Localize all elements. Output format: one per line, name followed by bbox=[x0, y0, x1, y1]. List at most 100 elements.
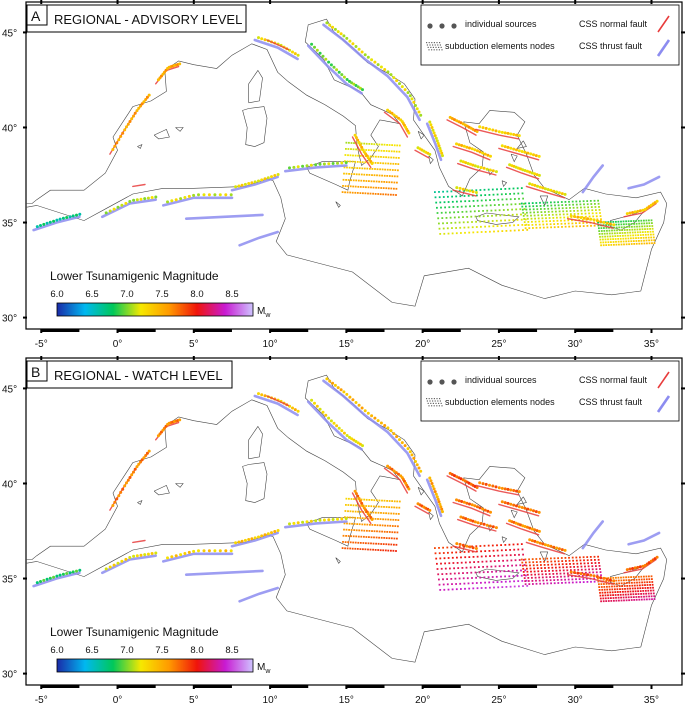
individual-source bbox=[276, 529, 280, 532]
frame-band bbox=[575, 685, 614, 688]
individual-source bbox=[224, 549, 228, 553]
subduction-node bbox=[346, 166, 348, 169]
subduction-node bbox=[535, 558, 538, 560]
subduction-node bbox=[586, 200, 589, 202]
subduction-node bbox=[491, 570, 493, 573]
subduction-node bbox=[456, 206, 459, 208]
subduction-node bbox=[562, 210, 565, 213]
individual-source bbox=[292, 521, 296, 525]
individual-source bbox=[389, 73, 393, 77]
subduction-node bbox=[464, 561, 467, 564]
subduction-node bbox=[593, 555, 596, 558]
individual-source bbox=[68, 571, 72, 575]
subduction-node bbox=[438, 191, 440, 193]
subduction-node bbox=[455, 232, 458, 235]
subduction-node bbox=[351, 166, 353, 169]
subduction-node bbox=[367, 186, 370, 189]
subduction-node bbox=[438, 547, 440, 549]
individual-source bbox=[625, 212, 629, 216]
lon-label: 15° bbox=[339, 695, 354, 706]
individual-source bbox=[237, 540, 241, 544]
subduction-node bbox=[571, 556, 574, 559]
subduction-node bbox=[447, 201, 450, 203]
subduction-node bbox=[561, 204, 564, 206]
individual-source bbox=[512, 133, 516, 136]
subduction-node bbox=[376, 174, 378, 177]
subduction-node bbox=[526, 217, 529, 220]
subduction-node bbox=[534, 220, 537, 223]
subduction-node bbox=[518, 559, 521, 561]
subduction-node bbox=[378, 174, 381, 177]
subduction-node bbox=[375, 186, 377, 189]
subduction-node bbox=[596, 574, 599, 577]
subduction-node bbox=[641, 587, 644, 589]
subduction-node bbox=[516, 219, 519, 221]
subduction-node bbox=[568, 581, 571, 584]
individual-source bbox=[350, 437, 354, 441]
subduction-node bbox=[593, 221, 596, 224]
subduction-node bbox=[445, 573, 448, 575]
colorbar-unit: Mw bbox=[257, 306, 271, 319]
subduction-node bbox=[515, 564, 518, 567]
subduction-node bbox=[521, 205, 524, 208]
subduction-node bbox=[389, 524, 392, 527]
coastline-segment bbox=[137, 144, 143, 149]
subduction-node bbox=[595, 212, 598, 215]
subduction-node bbox=[446, 190, 449, 193]
subduction-node bbox=[509, 580, 511, 583]
subduction-node bbox=[603, 230, 606, 232]
individual-source bbox=[363, 409, 367, 413]
individual-source bbox=[358, 499, 362, 503]
individual-source bbox=[579, 572, 583, 576]
subduction-node bbox=[465, 210, 468, 213]
subduction-node bbox=[632, 576, 635, 578]
subduction-node bbox=[351, 522, 353, 525]
lon-tick bbox=[40, 356, 43, 360]
individual-source bbox=[395, 435, 399, 439]
lat-tick bbox=[23, 672, 27, 675]
subduction-node bbox=[522, 197, 524, 200]
subduction-node bbox=[641, 584, 644, 587]
subduction-node bbox=[382, 156, 385, 158]
subduction-node bbox=[623, 243, 625, 246]
subduction-node bbox=[370, 505, 373, 508]
subduction-node bbox=[529, 208, 531, 211]
subduction-node bbox=[439, 233, 442, 235]
subduction-node bbox=[565, 563, 568, 565]
subduction-node bbox=[383, 499, 386, 502]
individual-source bbox=[549, 544, 553, 548]
subduction-node bbox=[599, 212, 601, 214]
subduction-node bbox=[359, 548, 362, 550]
individual-source bbox=[506, 145, 510, 149]
individual-source bbox=[144, 454, 148, 457]
subduction-node bbox=[586, 225, 589, 227]
subduction-node bbox=[351, 516, 354, 519]
node-dot bbox=[428, 49, 430, 51]
subduction-node bbox=[595, 209, 597, 211]
subduction-node bbox=[511, 208, 513, 211]
subduction-node bbox=[361, 167, 364, 170]
individual-source bbox=[335, 68, 339, 72]
subduction-node bbox=[573, 569, 576, 571]
subduction-node bbox=[386, 144, 388, 146]
subduction-node bbox=[567, 222, 570, 225]
coastline-segment bbox=[242, 106, 268, 147]
individual-source bbox=[512, 489, 516, 492]
subduction-node bbox=[455, 588, 458, 591]
subduction-node bbox=[509, 554, 512, 557]
lat-tick bbox=[681, 221, 685, 224]
individual-source bbox=[237, 184, 241, 188]
subduction-node bbox=[534, 217, 536, 220]
frame-band bbox=[346, 329, 385, 332]
individual-source bbox=[71, 570, 75, 574]
individual-source bbox=[534, 154, 538, 158]
subduction-node bbox=[383, 174, 386, 177]
css-normal-fault bbox=[266, 39, 290, 51]
individual-source bbox=[133, 111, 137, 115]
subduction-node bbox=[593, 577, 596, 580]
subduction-node bbox=[620, 582, 623, 585]
subduction-node bbox=[598, 565, 601, 567]
subduction-node bbox=[493, 586, 495, 589]
subduction-node bbox=[529, 567, 532, 570]
subduction-node bbox=[603, 588, 606, 591]
